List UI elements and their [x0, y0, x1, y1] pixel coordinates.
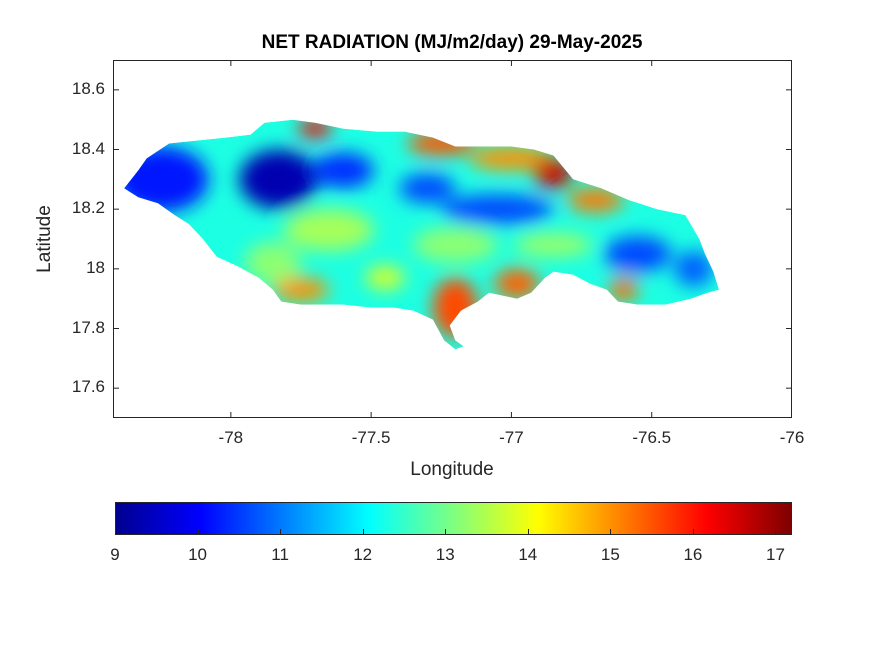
- radiation-zone: [407, 131, 475, 156]
- radiation-zone: [272, 277, 330, 302]
- radiation-zone: [533, 158, 574, 189]
- radiation-zone: [514, 233, 593, 257]
- axis-tick-marks: [113, 60, 792, 418]
- colorbar-tick-mark: [445, 529, 447, 534]
- radiation-zone: [365, 265, 405, 290]
- y-tick-label: 17.8: [71, 317, 105, 337]
- radiation-zone: [567, 188, 624, 213]
- colorbar-tick-mark: [775, 529, 777, 534]
- colorbar-tick-label: 15: [600, 545, 620, 564]
- radiation-zone: [298, 119, 332, 138]
- radiation-zone: [312, 152, 374, 189]
- radiation-zone: [494, 268, 540, 299]
- radiation-zone: [674, 250, 714, 287]
- x-axis-label: Longitude: [410, 459, 494, 480]
- colorbar-tick-mark: [197, 529, 199, 534]
- radiation-zone: [413, 227, 498, 263]
- radiation-zone: [441, 194, 554, 225]
- x-tick-label: -77.5: [351, 428, 391, 447]
- radiation-zone: [244, 241, 301, 284]
- colorbar-tick-mark: [280, 529, 282, 534]
- colorbar-tick-label: 9: [110, 545, 120, 564]
- y-tick-label: 18.4: [71, 138, 105, 158]
- x-tick-label: -76.5: [632, 428, 672, 447]
- radiation-zone: [604, 236, 672, 272]
- colorbar-tick-mark: [610, 529, 612, 534]
- colorbar-tick-label: 16: [683, 545, 703, 564]
- chart-title: NET RADIATION (MJ/m2/day) 29-May-2025: [261, 32, 643, 53]
- x-tick-label: -78: [218, 428, 244, 447]
- colorbar-tick-label: 10: [188, 545, 207, 564]
- y-tick-label: 17.6: [71, 377, 105, 397]
- radiation-zone: [399, 173, 456, 204]
- x-tick-label: -77: [499, 428, 524, 447]
- radiation-zone: [284, 209, 374, 251]
- colorbar-tick-label: 17: [766, 545, 785, 564]
- colorbar-tick-label: 13: [435, 545, 455, 564]
- colorbar: [115, 502, 792, 535]
- radiation-zone: [432, 277, 478, 338]
- y-tick-label: 18.6: [71, 78, 105, 98]
- y-tick-label: 18.2: [71, 198, 105, 218]
- colorbar-tick-mark: [115, 529, 116, 534]
- colorbar-tick-label: 12: [353, 545, 373, 564]
- y-axis-label: Latitude: [34, 205, 55, 273]
- colorbar-tick-mark: [362, 529, 364, 534]
- colorbar-tick-mark: [527, 529, 529, 534]
- radiation-zone: [469, 146, 554, 171]
- x-tick-label: -76: [779, 428, 805, 447]
- radiation-zone: [609, 277, 638, 302]
- colorbar-tick-mark: [692, 529, 694, 534]
- radiation-map: [113, 60, 792, 418]
- radiation-zone: [124, 146, 209, 213]
- radiation-zone: [239, 149, 318, 210]
- y-tick-label: 18: [86, 257, 105, 277]
- colorbar-tick-label: 14: [518, 545, 538, 564]
- island-field: [124, 119, 719, 350]
- colorbar-tick-label: 11: [271, 545, 289, 564]
